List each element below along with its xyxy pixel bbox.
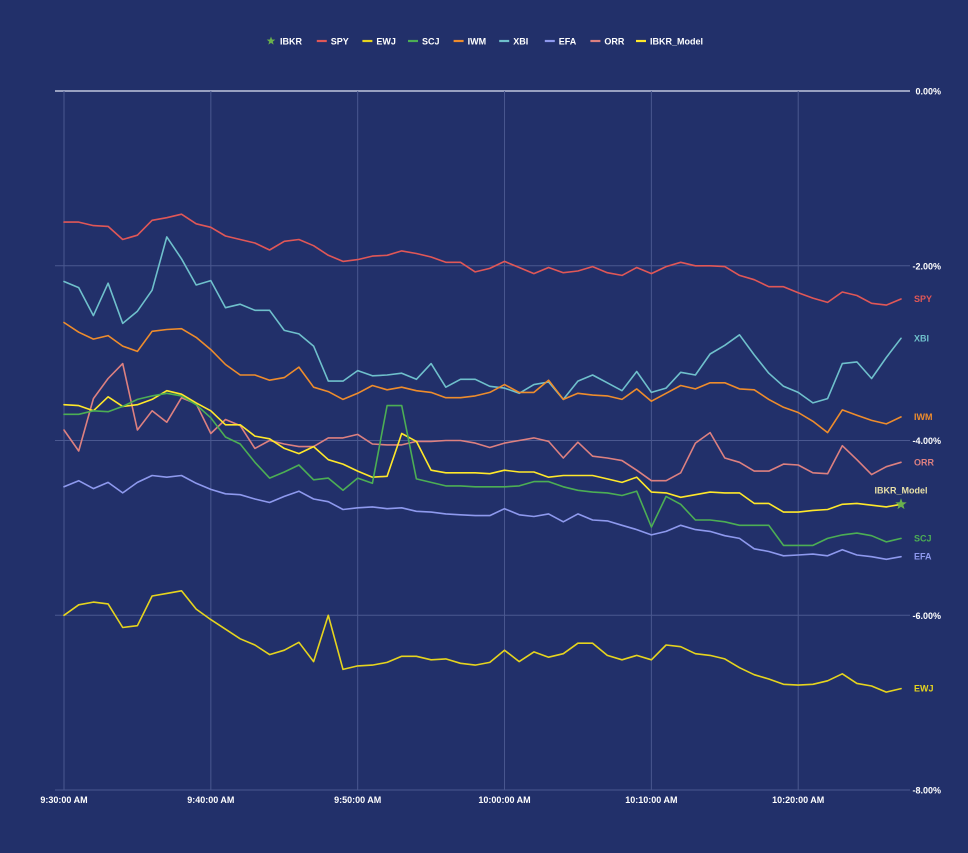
legend[interactable]: IBKR SPY EWJ SCJ IWM XBI EFA ORR IBKR_Model [266, 36, 703, 46]
ibkr-star-marker[interactable] [895, 498, 907, 510]
series-line-ewj[interactable] [63, 589, 902, 693]
x-tick-label: 10:00:00 AM [478, 795, 530, 805]
x-tick-label: 9:40:00 AM [187, 795, 234, 805]
legend-item-ibkr[interactable]: IBKR [266, 36, 303, 46]
legend-item-xbi[interactable]: XBI [499, 36, 528, 46]
legend-item-ibkr-model[interactable]: IBKR_Model [636, 36, 703, 46]
legend-item-spy[interactable]: SPY [316, 36, 349, 46]
legend-label: SPY [331, 36, 349, 46]
legend-label: IBKR_Model [650, 36, 703, 46]
x-tick-label: 10:10:00 AM [625, 795, 677, 805]
series-end-label: ORR [914, 457, 935, 467]
marker-label: IBKR_Model [874, 485, 927, 495]
series-line-spy[interactable] [63, 213, 902, 306]
series-end-label: EFA [914, 552, 932, 562]
legend-item-scj[interactable]: SCJ [408, 36, 440, 46]
axis-layer: 0.00% -2.00% -4.00% -6.00% -8.00% 9:30:00 AM 9… [40, 87, 941, 806]
legend-item-ewj[interactable]: EWJ [362, 36, 396, 46]
legend-item-efa[interactable]: EFA [544, 36, 577, 46]
legend-label: XBI [513, 36, 528, 46]
y-tick-label: -4.00% [912, 436, 941, 446]
legend-label: EWJ [376, 36, 396, 46]
series-end-label: EWJ [914, 684, 934, 694]
series-line-scj[interactable] [63, 392, 902, 547]
legend-label: SCJ [422, 36, 440, 46]
x-tick-label: 9:50:00 AM [334, 795, 381, 805]
series-end-label: IWM [914, 412, 933, 422]
legend-item-orr[interactable]: ORR [590, 36, 625, 46]
series-end-label: SCJ [914, 533, 932, 543]
series-end-label: XBI [914, 333, 929, 343]
legend-label: IWM [468, 36, 487, 46]
grid-layer [55, 90, 910, 791]
series-line-iwm[interactable] [63, 321, 902, 434]
y-tick-label: 0.00% [915, 87, 941, 97]
y-tick-label: -8.00% [912, 786, 941, 796]
legend-star-icon [266, 36, 276, 45]
x-tick-label: 9:30:00 AM [40, 795, 87, 805]
series-end-label: SPY [914, 294, 932, 304]
legend-label: IBKR [280, 36, 302, 46]
series-layer [63, 213, 907, 693]
end-labels: SPY XBI IWM ORR SCJ EFA EWJ IBKR_Model [874, 294, 934, 694]
series-line-xbi[interactable] [63, 236, 902, 404]
legend-label: EFA [559, 36, 577, 46]
series-line-orr[interactable] [63, 362, 902, 482]
x-tick-label: 10:20:00 AM [772, 795, 824, 805]
legend-label: ORR [604, 36, 625, 46]
series-line-efa[interactable] [63, 474, 902, 561]
legend-item-iwm[interactable]: IWM [453, 36, 487, 46]
y-tick-label: -6.00% [912, 611, 941, 621]
series-line-ibkr-model[interactable] [63, 389, 902, 513]
y-tick-label: -2.00% [912, 261, 941, 271]
